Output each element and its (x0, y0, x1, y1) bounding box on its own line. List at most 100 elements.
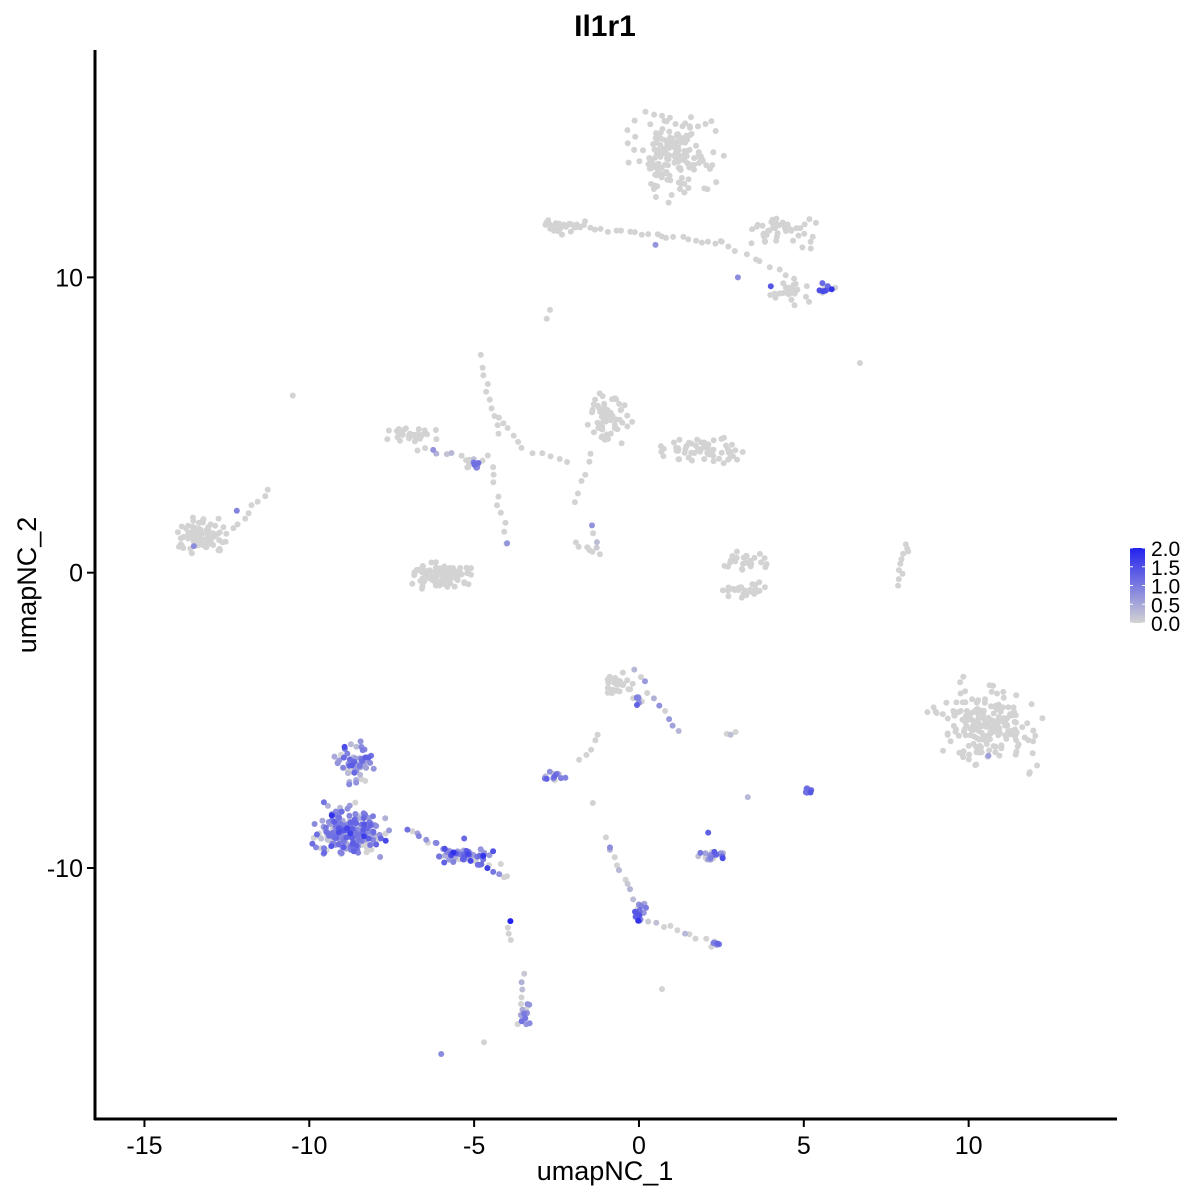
cell-point (697, 448, 704, 455)
cell-point (635, 917, 642, 924)
cell-point (464, 464, 471, 471)
cell-point (624, 127, 631, 134)
cell-point (611, 854, 618, 861)
cell-point (651, 154, 658, 161)
cell-point (589, 409, 595, 416)
cell-point (502, 519, 509, 526)
cell-point (437, 578, 444, 585)
cell-point (409, 580, 416, 587)
cell-point (486, 396, 493, 403)
cell-point (582, 218, 588, 225)
cell-point (618, 440, 625, 447)
cell-point (352, 811, 359, 817)
cell-point (747, 586, 754, 593)
cell-point (598, 413, 605, 420)
cell-point (743, 590, 750, 597)
cell-point (856, 360, 863, 366)
cell-point (1000, 694, 1007, 701)
cell-point (616, 867, 622, 874)
cell-point (950, 722, 957, 729)
cell-point (174, 529, 181, 536)
cell-point (556, 456, 563, 462)
cell-point (632, 133, 639, 140)
cell-point (614, 678, 621, 685)
cell-point (551, 227, 557, 234)
cell-point (444, 583, 451, 590)
cell-point (433, 436, 440, 443)
cell-point (630, 896, 637, 903)
cell-point (725, 593, 732, 600)
cell-point (685, 454, 692, 461)
cell-point (618, 227, 624, 234)
cell-point (705, 829, 712, 836)
cell-point (669, 722, 676, 729)
cell-point (899, 570, 906, 577)
cell-point (675, 147, 682, 153)
x-tick-label: 10 (955, 1132, 983, 1160)
cell-point (1026, 770, 1033, 777)
cell-point (960, 754, 967, 761)
cell-point (450, 859, 457, 865)
cell-point (659, 112, 665, 119)
cell-point (443, 451, 450, 458)
cell-point (586, 458, 593, 465)
cell-point (693, 142, 699, 149)
cell-point (647, 121, 654, 128)
cell-point (661, 924, 667, 930)
cell-point (408, 432, 415, 439)
cell-point (636, 912, 643, 919)
cell-point (898, 556, 905, 563)
cell-point (725, 587, 732, 594)
legend-label: 1.5 (1151, 557, 1180, 580)
cell-point (557, 225, 564, 232)
cell-point (710, 452, 717, 459)
cell-point (743, 251, 750, 258)
cell-point (740, 560, 747, 567)
scatter-points (174, 108, 1046, 1057)
cell-point (681, 189, 688, 196)
cell-point (695, 123, 701, 130)
cell-point (953, 699, 960, 706)
cell-point (324, 802, 331, 809)
cell-point (820, 288, 826, 295)
cell-point (356, 837, 363, 844)
cell-point (665, 199, 672, 206)
cell-point (650, 695, 657, 702)
cell-point (895, 576, 902, 583)
cell-point (902, 541, 909, 548)
cell-point (344, 750, 351, 757)
cell-point (658, 135, 665, 142)
cell-point (651, 146, 658, 153)
cell-point (1010, 704, 1017, 711)
cell-point (684, 148, 691, 154)
cell-point (756, 587, 763, 594)
cell-point (720, 460, 727, 467)
cell-point (625, 686, 632, 693)
cell-point (688, 440, 695, 447)
cell-point (518, 994, 525, 1001)
cell-point (988, 703, 994, 710)
cell-point (605, 435, 612, 442)
cell-point (947, 738, 954, 745)
cell-point (359, 747, 366, 754)
cell-point (627, 228, 634, 235)
cell-point (576, 756, 583, 763)
cell-point (477, 846, 484, 853)
cell-point (245, 510, 252, 517)
cell-point (340, 764, 347, 771)
cell-point (340, 754, 347, 761)
cell-point (551, 223, 557, 230)
cell-point (723, 442, 729, 449)
cell-point (652, 194, 659, 200)
cell-point (738, 565, 745, 572)
legend-label: 2.0 (1151, 538, 1180, 561)
cell-point (362, 754, 369, 761)
cell-point (657, 145, 664, 152)
cell-point (497, 861, 504, 867)
cell-point (643, 904, 649, 911)
cell-point (409, 828, 416, 835)
cell-point (710, 437, 717, 444)
cell-point (584, 421, 591, 428)
cell-point (582, 471, 589, 478)
